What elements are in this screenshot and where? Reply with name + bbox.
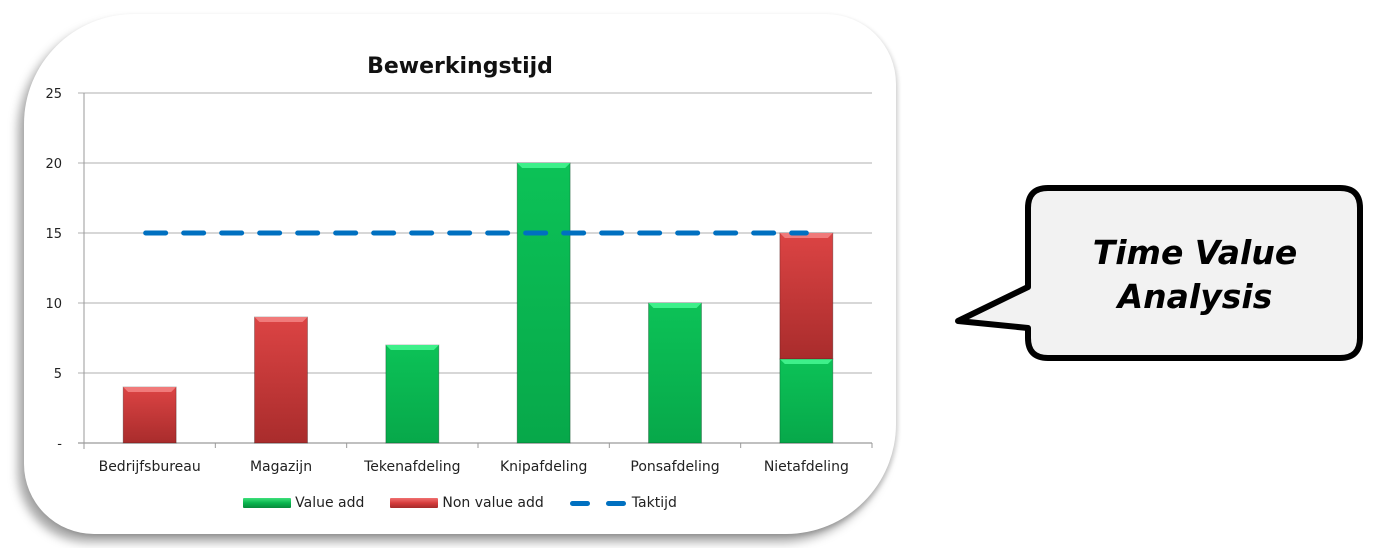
svg-text:10: 10 [45,297,62,312]
svg-text:Nietafdeling: Nietafdeling [764,459,849,475]
callout-text: Time Value Analysis [1030,200,1360,350]
plot-area: - 5 10 15 20 25 Bedrijfsbureau Magazijn Tekenaf… [45,87,873,475]
svg-text:Bedrijfsbureau: Bedrijfsbureau [99,459,201,475]
bar [254,316,308,444]
bar [648,302,702,444]
callout-line-2: Analysis [1117,277,1273,316]
legend-item-taktijd: Taktijd [569,495,677,511]
svg-text:Ponsafdeling: Ponsafdeling [630,459,719,475]
callout-line-1: Time Value [1092,233,1298,272]
chart-title: Bewerkingstijd [367,54,553,79]
svg-text:5: 5 [54,367,62,382]
non-value-add-swatch [390,498,439,508]
svg-text:15: 15 [45,227,62,242]
legend-label: Non value add [442,495,544,511]
svg-text:Knipafdeling: Knipafdeling [500,459,587,475]
legend-label: Taktijd [631,495,677,511]
dashed-line-swatch [569,500,626,506]
svg-text:Magazijn: Magazijn [250,459,312,475]
y-axis-labels: - 5 10 15 20 25 [45,87,62,452]
bar [385,344,440,444]
legend-label: Value add [295,495,365,511]
speech-bubble [955,185,1363,361]
legend-item-non-value-add: Non value add [390,495,544,511]
svg-text:-: - [57,437,62,452]
gridlines [78,92,872,374]
legend-item-value-add: Value add [243,495,364,511]
value-add-swatch [243,498,292,508]
x-axis-labels: Bedrijfsbureau Magazijn Tekenafdeling Knipa… [99,459,849,475]
bar [779,232,834,360]
chart-card: Bewerkingstijd - 5 10 15 20 25 Bedrijfsbureau… [24,14,896,534]
bar [779,358,834,444]
bars [122,162,834,444]
svg-text:20: 20 [45,157,62,172]
bar [122,386,177,444]
svg-text:Tekenafdeling: Tekenafdeling [363,459,460,475]
bar [516,162,571,444]
axes [78,93,873,449]
svg-text:25: 25 [45,87,62,102]
legend: Value add Non value add Taktijd [24,495,896,511]
